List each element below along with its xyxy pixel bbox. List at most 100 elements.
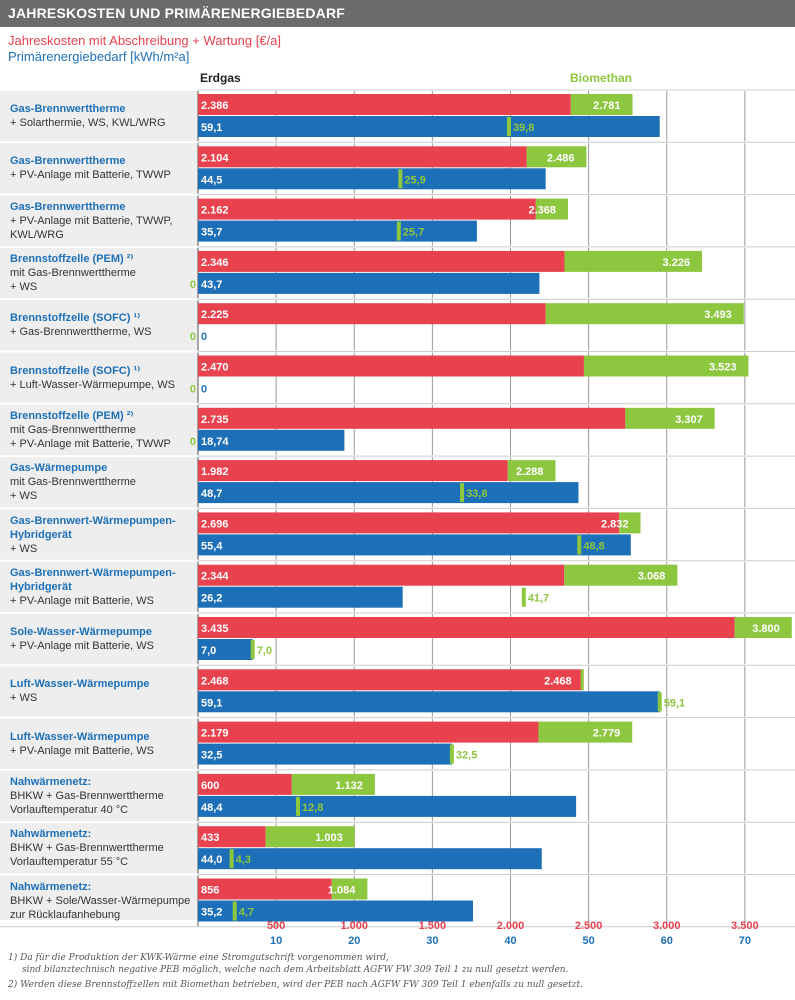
row-label-line: mit Gas-Brennwerttherme <box>10 267 136 280</box>
data-label-cost-erdgas: 2.225 <box>201 309 229 321</box>
row-label-line: Vorlauftemperatur 40 °C <box>10 804 129 817</box>
bar-peb-biomethan <box>250 640 255 659</box>
data-label-cost-erdgas: 433 <box>201 832 219 844</box>
bar-peb-erdgas <box>198 482 579 504</box>
bar-peb-biomethan <box>229 849 234 869</box>
bar-peb-biomethan <box>521 587 526 607</box>
data-label-peb-erdgas: 48,4 <box>201 802 223 814</box>
data-label-cost-erdgas: 2.696 <box>201 518 229 530</box>
bar-cost-erdgas <box>198 355 584 377</box>
bar-peb-biomethan <box>396 221 401 241</box>
x-tick-label-cost: 2.500 <box>574 920 603 932</box>
data-label-peb-biomethan: 33,8 <box>466 488 487 500</box>
bar-peb-biomethan <box>657 692 662 712</box>
row-label-title: Gas-Wärmepumpe <box>10 462 108 475</box>
data-label-cost-erdgas: 2.162 <box>201 205 229 217</box>
data-label-cost-biomethan: 3.523 <box>709 362 737 374</box>
chart-title: JAHRESKOSTEN UND PRIMÄRENERGIEBEDARF <box>0 0 795 27</box>
data-label-cost-biomethan: 2.288 <box>516 466 544 478</box>
x-tick-label-energy: 20 <box>348 935 361 947</box>
data-label-zero: 0 <box>190 384 196 396</box>
label-panel <box>0 90 198 920</box>
bar-peb-erdgas <box>198 429 345 451</box>
bar-cost-biomethan <box>331 878 368 900</box>
x-tick-label-energy: 50 <box>582 935 595 947</box>
data-label-cost-erdgas: 2.735 <box>201 414 229 426</box>
bar-cost-erdgas <box>198 669 584 691</box>
data-label-peb-erdgas: 43,7 <box>201 279 222 291</box>
data-label-cost-biomethan: 3.493 <box>704 309 732 321</box>
data-label-peb-biomethan: 25,9 <box>404 174 425 186</box>
row-label-line: + WS <box>10 281 38 294</box>
data-label-cost-biomethan: 1.084 <box>328 885 356 897</box>
data-label-cost-erdgas: 1.982 <box>201 466 229 478</box>
bar-peb-erdgas <box>198 639 253 660</box>
row-label-line: + WS <box>10 542 38 555</box>
x-tick-label-cost: 3.500 <box>731 920 759 932</box>
data-label-peb-erdgas: 55,4 <box>201 540 223 552</box>
bar-cost-biomethan <box>545 303 744 325</box>
row-label-title: Luft-Wasser-Wärmepumpe <box>10 678 150 691</box>
bar-peb-erdgas <box>198 534 631 556</box>
bar-cost-biomethan <box>580 669 584 691</box>
data-label-cost-biomethan: 3.307 <box>675 414 703 426</box>
bar-cost-erdgas <box>198 512 620 534</box>
row-label-title: Gas-Brennwerttherme <box>10 103 126 116</box>
data-label-peb-erdgas: 44,5 <box>201 174 222 186</box>
data-label-cost-erdgas: 3.435 <box>201 623 229 635</box>
bar-cost-biomethan <box>538 721 633 743</box>
data-label-zero: 0 <box>190 436 196 448</box>
row-label-title: Gas-Brennwert-Wärmepumpen- <box>10 566 176 579</box>
x-tick-label-cost: 1.000 <box>340 920 369 932</box>
row-label-line: mit Gas-Brennwerttherme <box>10 476 136 489</box>
row-label-title: Brennstoffzelle (SOFC) ¹⁾ <box>10 312 141 325</box>
bar-cost-biomethan <box>734 617 792 638</box>
data-label-cost-biomethan: 2.832 <box>601 518 629 530</box>
x-tick-label-energy: 60 <box>660 935 673 947</box>
data-label-peb-biomethan: 48,8 <box>583 540 604 552</box>
bar-peb-erdgas <box>198 586 403 608</box>
bar-peb-erdgas <box>198 116 660 137</box>
data-label-peb-biomethan: 41,7 <box>528 593 549 605</box>
data-label-cost-erdgas: 2.346 <box>201 257 229 269</box>
row-label-title: Brennstoffzelle (PEM) ²⁾ <box>10 253 134 266</box>
data-label-cost-biomethan: 1.132 <box>335 780 363 792</box>
row-label-line: Hybridgerät <box>10 528 72 541</box>
row-label-line: + PV-Anlage mit Batterie, WS <box>10 640 154 653</box>
row-label-line: + PV-Anlage mit Batterie, WS <box>10 594 154 607</box>
row-label: Gas-Brennwerttherme + PV-Anlage mit Batte… <box>10 154 196 182</box>
row-label: Luft-Wasser-Wärmepumpe + WS <box>10 677 196 705</box>
data-label-peb-biomethan: 39,8 <box>513 122 534 134</box>
bar-peb-erdgas <box>198 900 473 922</box>
row-label: Gas-Brennwerttherme + PV-Anlage mit Batte… <box>10 200 196 242</box>
data-label-peb-erdgas: 35,2 <box>201 907 222 919</box>
row-label-title: Nahwärmenetz: <box>10 776 92 789</box>
row-label: Nahwärmenetz: BHKW + Gas-Brennwerttherme V… <box>10 827 196 869</box>
bar-cost-erdgas <box>198 303 546 325</box>
row-label-line: + WS <box>10 692 38 705</box>
bar-cost-erdgas <box>198 617 735 638</box>
bar-cost-biomethan <box>526 146 587 168</box>
bar-cost-erdgas <box>198 564 565 586</box>
bar-cost-biomethan <box>625 407 715 429</box>
row-label-line: + Solarthermie, WS, KWL/WRG <box>10 117 166 130</box>
row-label: Luft-Wasser-Wärmepumpe + PV-Anlage mit Ba… <box>10 730 196 758</box>
row-label-title: Luft-Wasser-Wärmepumpe <box>10 730 150 743</box>
row-label-line: + PV-Anlage mit Batterie, TWWP, <box>10 214 173 227</box>
data-label-cost-biomethan: 2.368 <box>528 205 556 217</box>
data-label-cost-erdgas: 2.470 <box>201 362 229 374</box>
data-label-cost-erdgas: 2.179 <box>201 728 229 740</box>
data-label-peb-erdgas: 0 <box>201 384 207 396</box>
data-label-cost-biomethan: 1.003 <box>315 832 343 844</box>
row-label-title: Gas-Brennwert-Wärmepumpen- <box>10 514 176 527</box>
bar-cost-biomethan <box>507 460 556 482</box>
footnotes: 1) Da für die Produktion der KWK-Wärme e… <box>8 952 788 991</box>
footnote-2: 2) Werden diese Brennstoffzellen mit Bio… <box>8 980 583 990</box>
row-label-line: + PV-Anlage mit Batterie, WS <box>10 744 154 757</box>
data-label-cost-erdgas: 856 <box>201 885 219 897</box>
row-label-line: + PV-Anlage mit Batterie, TWWP <box>10 169 171 182</box>
bar-cost-biomethan <box>564 564 678 586</box>
column-header-erdgas: Erdgas <box>200 71 241 85</box>
row-label-line: KWL/WRG <box>10 228 64 241</box>
data-label-peb-erdgas: 48,7 <box>201 488 222 500</box>
